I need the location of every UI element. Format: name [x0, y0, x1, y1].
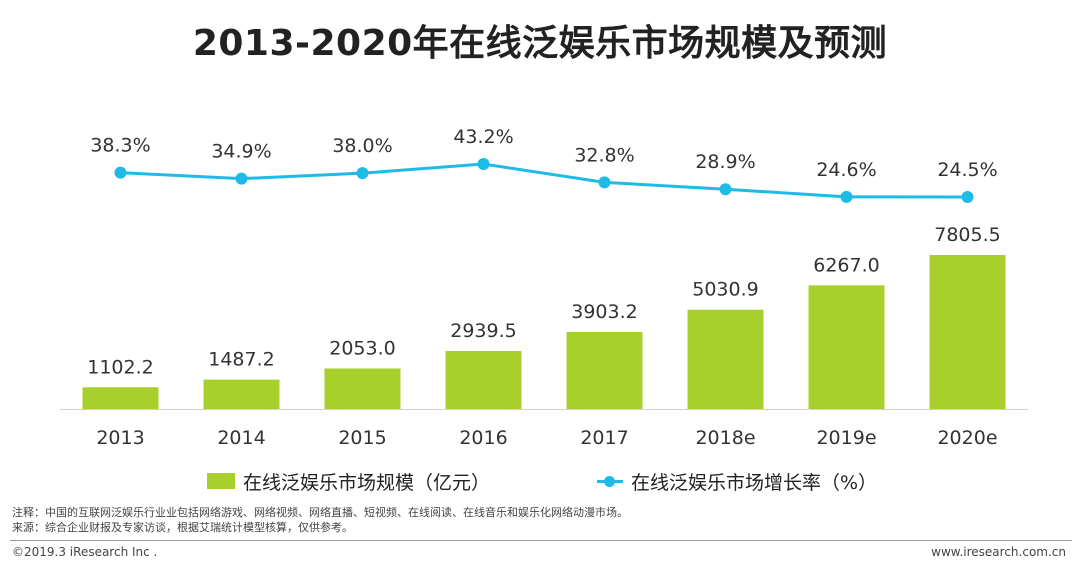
legend-line-swatch	[597, 473, 623, 489]
chart-title: 2013-2020年在线泛娱乐市场规模及预测	[192, 23, 888, 64]
bar-value-label: 2053.0	[329, 337, 395, 359]
growth-rate-label: 43.2%	[453, 126, 513, 148]
growth-rate-point	[840, 190, 853, 203]
x-tick-label: 2015	[338, 427, 386, 449]
x-tick-label: 2014	[217, 427, 265, 449]
growth-rate-point	[477, 158, 490, 170]
x-tick-label: 2018e	[695, 427, 755, 449]
x-tick-label: 2017	[580, 427, 628, 449]
growth-rate-point	[598, 176, 611, 189]
x-tick-label: 2013	[96, 427, 144, 449]
growth-rate-point	[356, 167, 369, 180]
growth-rate-label: 32.8%	[574, 144, 634, 166]
bar	[445, 351, 522, 409]
chart-source: 来源：综合企业财报及专家访谈，根据艾瑞统计模型核算，仅供参考。	[12, 521, 353, 534]
legend-bar-label: 在线泛娱乐市场规模（亿元）	[243, 471, 491, 494]
growth-rate-point	[114, 166, 127, 179]
growth-rate-line	[120, 162, 968, 199]
bar	[687, 309, 764, 409]
x-tick-label: 2016	[459, 427, 507, 449]
bar-value-label: 1102.2	[87, 356, 153, 378]
bar	[566, 331, 643, 409]
footer-website[interactable]: www.iresearch.com.cn	[931, 545, 1066, 559]
bar-value-label: 6267.0	[813, 254, 879, 276]
legend-line-label: 在线泛娱乐市场增长率（%）	[631, 471, 878, 494]
bar-value-label: 5030.9	[692, 279, 758, 301]
bar	[82, 387, 159, 409]
chart-note: 注释：中国的互联网泛娱乐行业业包括网络游戏、网络视频、网络直播、短视频、在线阅读…	[12, 506, 628, 519]
bar-value-label: 2939.5	[450, 320, 516, 342]
growth-rate-point	[719, 183, 732, 196]
bar-value-label: 7805.5	[934, 224, 1000, 246]
growth-rate-point	[235, 172, 248, 185]
footer-copyright: ©2019.3 iResearch Inc .	[12, 545, 158, 559]
footer-divider	[10, 540, 1072, 541]
growth-rate-label: 38.0%	[332, 135, 392, 157]
bar	[324, 368, 401, 409]
growth-rate-label: 24.5%	[937, 159, 997, 181]
chart-plot: 1102.2 1487.2 2053.0 2939.5 3903.2 5030.9 6267…	[60, 126, 1028, 449]
bar	[808, 285, 885, 409]
legend-item-growth-rate: 在线泛娱乐市场增长率（%）	[597, 468, 877, 494]
legend-bar-swatch	[207, 473, 235, 489]
bar-value-label: 3903.2	[571, 301, 637, 323]
bar-value-label: 1487.2	[208, 349, 274, 371]
x-tick-label: 2020e	[937, 427, 997, 449]
legend-item-market-size: 在线泛娱乐市场规模（亿元）	[207, 468, 490, 494]
x-tick-label: 2019e	[816, 427, 876, 449]
growth-rate-label: 28.9%	[695, 151, 755, 173]
bar	[929, 255, 1006, 409]
growth-rate-label: 38.3%	[90, 135, 150, 157]
growth-rate-label: 34.9%	[211, 141, 271, 163]
growth-rate-point	[961, 191, 974, 203]
growth-rate-label: 24.6%	[816, 159, 876, 181]
bar	[203, 379, 280, 409]
